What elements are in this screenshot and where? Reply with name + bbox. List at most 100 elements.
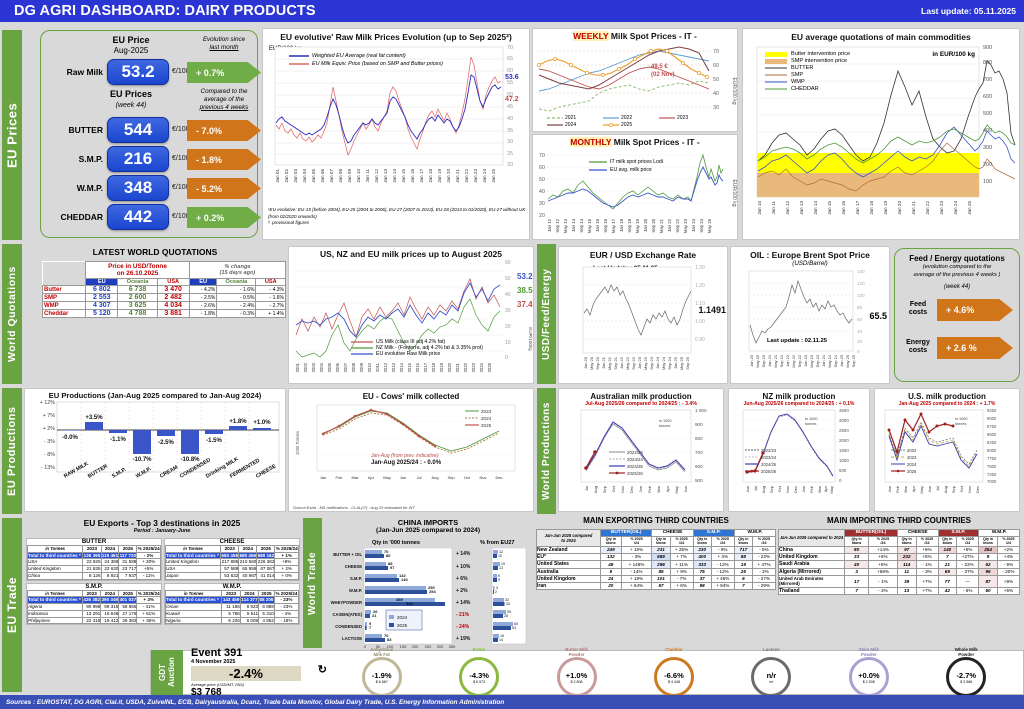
svg-text:Dec: Dec xyxy=(793,486,798,493)
feed-energy-panel: Feed / Energy quotations (evolution comp… xyxy=(894,248,1020,382)
svg-text:May 21: May 21 xyxy=(659,218,664,233)
label-38-5: 38.5 xyxy=(517,286,533,295)
svg-text:Jan 25: Jan 25 xyxy=(967,201,972,215)
world-quotations-panel: LATEST WORLD QUOTATIONS Price in USD/Ton… xyxy=(24,244,287,384)
oil-last-update: Last update : 02.11.25 xyxy=(767,338,827,344)
energy-costs-value: + 2.6 % xyxy=(937,337,1013,359)
svg-text:Sep 23: Sep 23 xyxy=(649,356,654,369)
svg-text:Sep 25: Sep 25 xyxy=(685,356,690,369)
svg-text:140: 140 xyxy=(857,269,865,274)
svg-text:83: 83 xyxy=(387,637,392,642)
svg-text:0: 0 xyxy=(839,478,842,483)
svg-text:Sep 20: Sep 20 xyxy=(595,356,600,369)
svg-text:0: 0 xyxy=(364,644,367,649)
svg-text:2019: 2019 xyxy=(439,362,444,372)
chart-title-nz: NZ milk production xyxy=(762,392,836,401)
svg-text:9: 9 xyxy=(369,621,372,626)
svg-text:2023: 2023 xyxy=(481,409,492,414)
svg-text:Sep 24: Sep 24 xyxy=(699,218,704,232)
svg-text:10: 10 xyxy=(505,340,511,346)
chart-title-monthly-spot: MONTHLY Milk Spot Prices - IT - xyxy=(570,137,700,147)
price-row-label-wmp: W.M.P. xyxy=(76,183,103,193)
svg-text:Jan 22: Jan 22 xyxy=(464,169,469,183)
svg-text:500: 500 xyxy=(983,111,992,117)
svg-text:100: 100 xyxy=(387,644,394,649)
svg-text:Jun: Jun xyxy=(927,486,932,492)
svg-text:25: 25 xyxy=(507,151,513,157)
svg-text:Mar: Mar xyxy=(817,485,822,493)
svg-text:Jan: Jan xyxy=(801,486,806,492)
section-label-world-trade: World Trade xyxy=(303,518,322,648)
energy-costs-label: Energy costs xyxy=(906,339,930,355)
table-row: USA 23 925 24 388 31 588 + 30% xyxy=(26,558,161,567)
svg-text:EUR/100 kg: EUR/100 kg xyxy=(731,180,737,207)
gdt-refresh-icon[interactable]: ↻ xyxy=(317,664,327,676)
chart-eu-average-quotations: EU average quotations of main commoditie… xyxy=(742,28,1020,240)
svg-text:+ 12%: + 12% xyxy=(40,400,56,406)
svg-text:tonnes: tonnes xyxy=(659,424,671,428)
svg-text:Jan 20: Jan 20 xyxy=(643,218,648,232)
svg-text:2016: 2016 xyxy=(415,362,420,372)
svg-text:Jan 12: Jan 12 xyxy=(785,201,790,215)
svg-text:Aug: Aug xyxy=(431,475,438,480)
svg-text:150: 150 xyxy=(400,644,407,649)
svg-text:Mar: Mar xyxy=(656,485,661,493)
gdt-item-skim-milk-powder: Skim Milk Powder +0.0% $ 2 535 xyxy=(848,647,889,698)
svg-text:2025/26: 2025/26 xyxy=(627,471,643,476)
svg-text:2024/25: 2024/25 xyxy=(761,462,777,467)
table-row: Thailand 7- 2% 13 +7% 42- 6% 50 +5% xyxy=(778,586,1021,596)
china-imports-subtitle: (Jan-Jun 2025 compared to 2024) xyxy=(375,527,481,534)
price-change-wmp: - 5.2% xyxy=(187,178,261,199)
svg-text:May 17: May 17 xyxy=(611,218,616,233)
svg-text:Dec: Dec xyxy=(629,486,634,493)
svg-text:21: 21 xyxy=(372,613,377,618)
svg-text:2001: 2001 xyxy=(295,362,300,372)
svg-text:Jan 06: Jan 06 xyxy=(320,169,325,183)
svg-text:-10.8%: -10.8% xyxy=(180,457,200,463)
svg-text:9: 9 xyxy=(498,578,500,582)
svg-text:20: 20 xyxy=(507,162,513,168)
chart-title-eur-usd: EUR / USD Exchange Rate xyxy=(589,250,697,260)
eu-exports-period: Period : January-June xyxy=(133,528,191,534)
section-label-eu-productions: EU Productions xyxy=(2,388,22,514)
label-47-2: 47.2 xyxy=(505,96,519,103)
svg-text:Jan 10: Jan 10 xyxy=(757,201,762,215)
svg-text:2003: 2003 xyxy=(311,362,316,372)
svg-text:Jan 16: Jan 16 xyxy=(410,169,415,183)
svg-text:2500: 2500 xyxy=(839,428,849,433)
label-53-6: 53.6 xyxy=(505,74,519,81)
svg-text:2023/24: 2023/24 xyxy=(761,455,777,460)
svg-text:May 21: May 21 xyxy=(773,355,778,368)
chart-unit-australia: in 1000 xyxy=(659,419,671,423)
label-37-4: 37.4 xyxy=(517,300,533,309)
table-row: Kuwait 5 766 5 511 5 310- 4% xyxy=(164,609,300,618)
svg-text:800: 800 xyxy=(695,436,703,441)
svg-text:70: 70 xyxy=(384,549,389,554)
main-exporting-panel: MAIN EXPORTING THIRD COUNTRIES Jan-Jun 2… xyxy=(536,516,777,652)
svg-text:1500: 1500 xyxy=(839,448,849,453)
svg-text:Aug: Aug xyxy=(943,486,948,493)
price-value-wmp: 348 xyxy=(107,175,169,201)
section-label-eu-prices: EU Prices xyxy=(2,30,22,240)
svg-text:70: 70 xyxy=(539,153,545,159)
chart-title-australia: Australian milk production xyxy=(590,392,692,401)
table-row: Algeria (Mirrored) 3 +68% 11- 3% 69- 37% … xyxy=(778,567,1021,576)
svg-text:Jan 24: Jan 24 xyxy=(821,354,826,367)
svg-text:70: 70 xyxy=(713,49,719,55)
svg-text:350: 350 xyxy=(449,644,456,649)
svg-text:Aug: Aug xyxy=(761,486,766,493)
svg-text:2014: 2014 xyxy=(399,362,404,372)
chart-title-raw-milk: EU evolutive' Raw Milk Prices Evolution … xyxy=(280,32,512,42)
price-value-smp: 216 xyxy=(107,146,169,172)
price-row-label-smp: S.M.P. xyxy=(78,154,103,164)
svg-text:May 23: May 23 xyxy=(809,355,814,368)
svg-text:40: 40 xyxy=(857,329,863,334)
svg-text:3500: 3500 xyxy=(839,408,849,413)
svg-text:CHEESE: CHEESE xyxy=(345,564,362,569)
svg-text:LACTOSE: LACTOSE xyxy=(342,636,362,641)
svg-text:9000: 9000 xyxy=(987,416,997,421)
svg-text:3000: 3000 xyxy=(839,418,849,423)
oil-current-value: 65.5 xyxy=(869,311,887,321)
table-row: Total to third countries * 126 395 119 46… xyxy=(26,551,161,560)
svg-text:Sep 14: Sep 14 xyxy=(579,218,584,232)
